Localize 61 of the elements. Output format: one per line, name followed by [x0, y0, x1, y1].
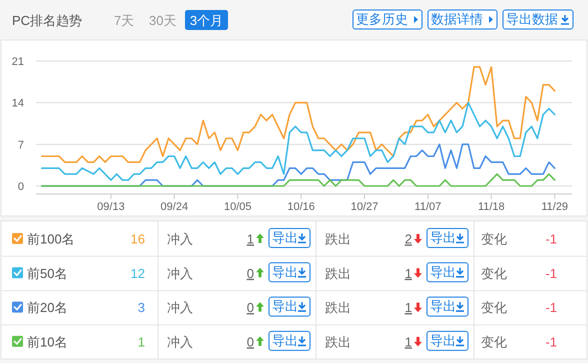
text: 冲入	[167, 334, 193, 350]
text: 导出	[430, 298, 456, 314]
legend-label: 前10名	[27, 334, 68, 350]
x-tick-label: 09/13	[97, 201, 125, 213]
text: 1	[246, 232, 254, 246]
text: 跌出	[325, 232, 351, 246]
text: 跌出	[325, 266, 351, 281]
text: 冲入	[167, 300, 193, 316]
text: 跌出	[325, 300, 351, 316]
y-tick-label: 21	[12, 56, 24, 68]
text: -1	[545, 300, 557, 316]
text: 导出	[430, 332, 456, 348]
text: 导出	[272, 230, 298, 245]
y-tick-label: 7	[18, 139, 24, 152]
text: 16	[130, 232, 145, 246]
line-series	[40, 66, 556, 163]
text: 1	[404, 334, 412, 350]
text: 导出	[272, 332, 298, 348]
x-tick-label: 11/29	[541, 201, 568, 213]
text: 变化	[481, 334, 507, 350]
x-tick-label: 10/16	[287, 201, 315, 213]
text: 变化	[481, 266, 507, 281]
text: 更多历史	[356, 12, 408, 26]
text: 跌出	[325, 334, 351, 350]
text: 变化	[481, 232, 507, 246]
text: -1	[545, 334, 557, 350]
y-tick-label: 0	[18, 181, 24, 193]
x-tick-label: 11/18	[478, 201, 505, 213]
legend-label: 前100名	[27, 232, 75, 246]
text: 变化	[481, 300, 507, 316]
text: 导出数据	[506, 12, 558, 26]
text: 导出	[430, 230, 456, 245]
text: 3个月	[190, 13, 224, 28]
text: 1	[404, 266, 412, 281]
x-tick-label: 10/27	[350, 201, 378, 213]
legend-label: 前50名	[27, 266, 68, 281]
text: 30天	[149, 13, 176, 28]
x-tick-label: 10/05	[224, 201, 252, 213]
x-tick-label: 11/07	[414, 201, 442, 213]
line-series	[40, 102, 556, 181]
text: 导出	[430, 264, 456, 280]
chart-title: PC排名趋势	[12, 13, 82, 28]
text: -1	[545, 266, 557, 281]
text: 12	[130, 266, 145, 281]
text: 7天	[114, 13, 134, 28]
text: 数据详情	[431, 12, 483, 26]
text: 1	[138, 334, 145, 350]
text: 2	[404, 232, 412, 246]
text: 3	[138, 300, 145, 316]
text: 导出	[272, 298, 298, 314]
text: -1	[545, 232, 557, 246]
text: 冲入	[167, 266, 193, 281]
text: 导出	[272, 264, 298, 280]
x-tick-label: 09/24	[160, 201, 188, 213]
text: 0	[246, 334, 254, 350]
text: 1	[404, 300, 412, 316]
text: 冲入	[167, 232, 193, 246]
legend-label: 前20名	[27, 300, 68, 316]
text: 0	[246, 266, 254, 281]
y-tick-label: 14	[12, 98, 24, 110]
text: 0	[246, 300, 254, 316]
